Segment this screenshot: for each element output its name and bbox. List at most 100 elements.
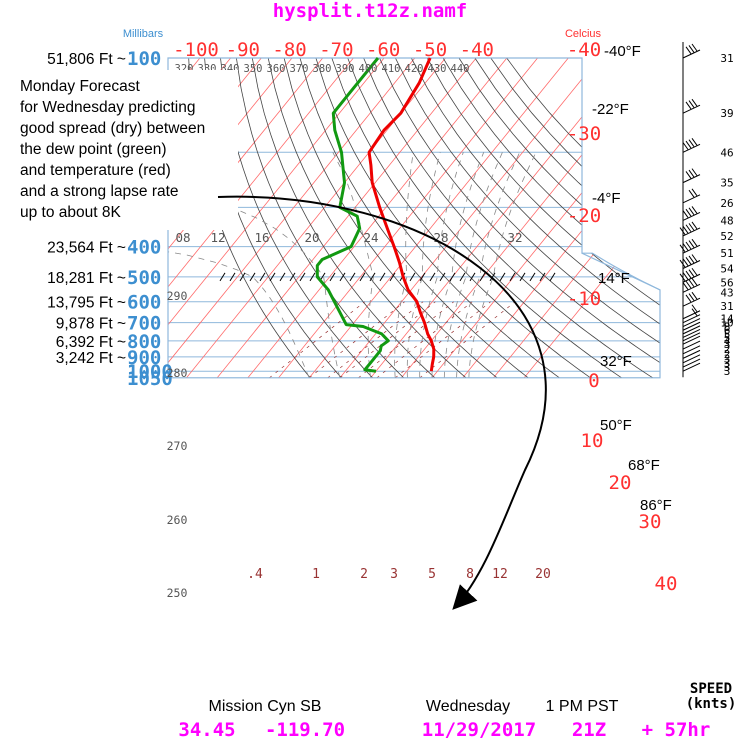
tropopause-hatch	[529, 272, 536, 282]
wind-barb	[682, 211, 701, 221]
tropopause-hatch	[229, 272, 236, 282]
wind-barb	[682, 283, 701, 293]
fahrenheit-label: -4°F	[592, 190, 621, 207]
temperature-trace	[367, 57, 436, 372]
wind-barb-feather	[691, 278, 698, 286]
tropopause-hatch	[469, 272, 476, 282]
wind-barb-feather	[685, 257, 692, 265]
dry-adiabat	[379, 58, 660, 378]
annotation-arrow	[217, 195, 547, 610]
fahrenheit-label: -22°F	[592, 101, 629, 118]
wind-barb	[682, 325, 701, 335]
tropopause-hatch	[409, 272, 416, 282]
fahrenheit-label: 68°F	[628, 457, 660, 474]
wind-speed-value: 14	[720, 313, 734, 326]
tropopause-hatch	[389, 272, 396, 282]
wind-speed-value: 3	[724, 338, 731, 351]
footer: Mission Cyn SB Wednesday 1 PM PST 34.45 …	[178, 698, 710, 741]
dry-adiabat	[395, 58, 660, 378]
tropopause-hatch	[379, 272, 386, 282]
wind-barb	[682, 318, 701, 327]
moist-adiabat	[419, 152, 464, 378]
wind-barb	[682, 345, 701, 355]
wind-barb	[682, 297, 701, 307]
top-temp-label: -90	[226, 39, 260, 61]
wind-speed-value: 54	[720, 263, 734, 276]
trace-layer	[315, 57, 436, 373]
mixing-ratio-label: 3	[390, 567, 398, 582]
wind-barb-feather	[688, 223, 695, 231]
wind-barb-feather	[691, 254, 698, 262]
fahrenheit-label: 86°F	[640, 497, 672, 514]
wind-speed-value: 6	[724, 324, 731, 337]
wind-speed-value: 4	[724, 335, 731, 348]
dewpoint-trace	[315, 57, 390, 373]
wind-barb-feather	[688, 100, 695, 108]
wind-barb	[682, 340, 701, 350]
tropopause-hatch	[259, 272, 266, 282]
wind-barb	[682, 354, 701, 364]
wind-speed-value: 31	[720, 52, 733, 65]
wind-speed-value: 3	[724, 365, 731, 378]
tropopause-hatch	[329, 272, 336, 282]
wind-barb-feather	[685, 294, 692, 303]
wind-barb-feather	[691, 304, 698, 313]
wind-barb-feather	[685, 270, 692, 279]
fahrenheit-label: -40°F	[604, 43, 641, 60]
fahrenheit-label: 32°F	[600, 353, 632, 370]
wind-speed-value: 5	[724, 328, 731, 341]
tropopause-hatch	[419, 272, 426, 282]
wind-barb	[682, 143, 701, 153]
moist-adiabat	[168, 217, 310, 378]
wind-barb-feather	[688, 45, 695, 53]
tropopause-hatch	[249, 272, 256, 282]
wind-speed-label: SPEED	[690, 681, 732, 697]
annotation-line: up to about 8K	[20, 204, 121, 221]
wind-barb-feather	[685, 46, 692, 55]
wind-speed-value: 52	[720, 230, 733, 243]
top-temp-label: -60	[366, 39, 400, 61]
wind-speed-value: 26	[720, 197, 733, 210]
pressure-label: 600	[127, 292, 161, 314]
pressure-label: 1050	[127, 368, 173, 390]
thetae-label: 12	[210, 230, 225, 245]
tropopause-hatch	[269, 272, 276, 282]
wind-speed-value: 48	[720, 214, 733, 227]
right-temp-label: 30	[639, 511, 662, 533]
dry-adiabat	[442, 58, 660, 378]
wind-speed-value: 5	[724, 331, 731, 344]
wind-speed-value: 46	[720, 146, 733, 159]
wind-barb-feather	[685, 280, 692, 289]
wind-barb-feather	[679, 244, 686, 253]
tropopause-hatch	[549, 272, 556, 282]
wind-speed-value: 2	[724, 348, 731, 361]
dry-adiabat	[267, 58, 467, 378]
theta-label: 360	[267, 63, 286, 75]
tropopause-hatch	[439, 272, 446, 282]
wind-barb-feather	[682, 210, 689, 218]
height-label: 51,806 Ft ~	[47, 51, 126, 68]
annotation-line: and a strong lapse rate	[20, 183, 179, 200]
footer-lon: -119.70	[265, 719, 345, 741]
top-temp-label: -50	[413, 39, 447, 61]
right-temp-label: 20	[609, 472, 632, 494]
mixing-ratio-label: 5	[428, 567, 436, 582]
top-temp-label: -100	[173, 39, 219, 61]
wind-barb-feather	[679, 259, 686, 268]
right-temp-label: -10	[567, 288, 601, 310]
dry-adiabat	[251, 58, 436, 378]
mixing-ratio-label: 12	[492, 567, 508, 582]
isotherm-line	[168, 58, 293, 378]
dry-adiabat	[331, 58, 591, 378]
tropopause-hatch	[359, 272, 366, 282]
wind-barb-feather	[685, 171, 692, 179]
wind-speed-value: 56	[720, 276, 733, 289]
right-temp-label: -30	[567, 123, 601, 145]
footer-valid-day: Wednesday	[426, 698, 510, 715]
annotation-line: for Wednesday predicting	[20, 99, 195, 116]
tropopause-hatch	[219, 272, 226, 282]
tropopause-hatch	[539, 272, 546, 282]
tropopause-hatch	[279, 272, 286, 282]
theta-label: 440	[451, 63, 470, 75]
mixing-ratio-line	[394, 301, 491, 378]
